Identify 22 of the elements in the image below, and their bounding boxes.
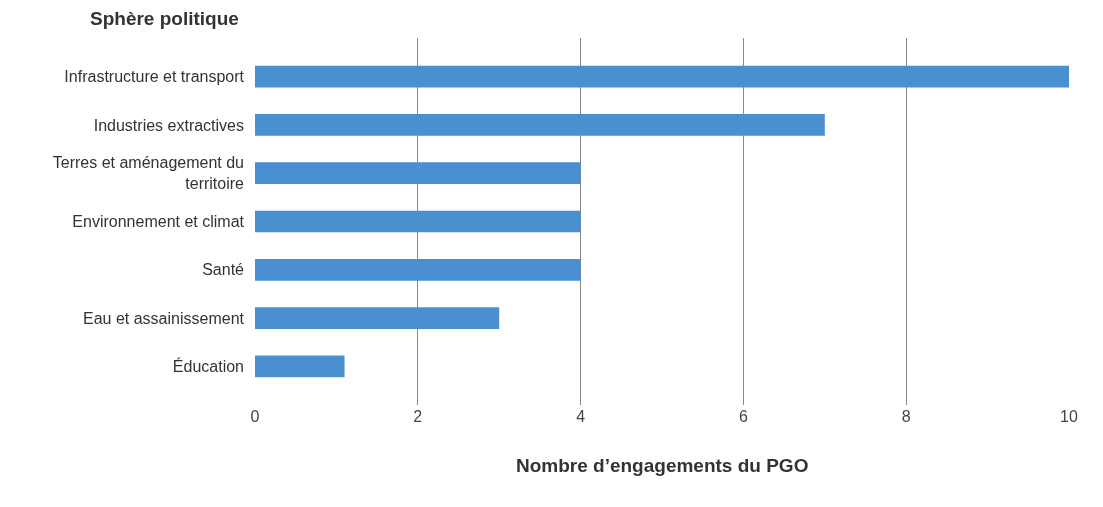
y-tick-label: Industries extractives (93, 116, 244, 134)
y-tick-label: Éducation (172, 356, 244, 375)
x-tick-label: 0 (250, 408, 260, 425)
bar (255, 355, 345, 378)
bar (255, 65, 1069, 88)
y-tick-label: Eau et assainissement (83, 309, 245, 327)
y-axis-title: Sphère politique (90, 8, 239, 29)
y-tick-label: Santé (202, 261, 245, 279)
bar (255, 114, 825, 136)
y-tick-label: Infrastructure et transport (64, 68, 245, 86)
bar (255, 258, 581, 281)
x-tick-label: 6 (738, 408, 748, 425)
x-tick-label: 8 (901, 408, 911, 425)
y-tick-label: Environnement et climat (72, 213, 245, 231)
bar (255, 210, 581, 233)
bar (255, 307, 500, 329)
y-tick-label: Terres et aménagement du territoire (52, 154, 245, 193)
x-axis-title: Nombre d’engagements du PGO (516, 455, 809, 476)
x-tick-label: 2 (413, 408, 423, 425)
x-tick-label: 4 (576, 408, 586, 425)
bar (255, 162, 581, 185)
x-tick-label: 10 (1060, 408, 1078, 425)
